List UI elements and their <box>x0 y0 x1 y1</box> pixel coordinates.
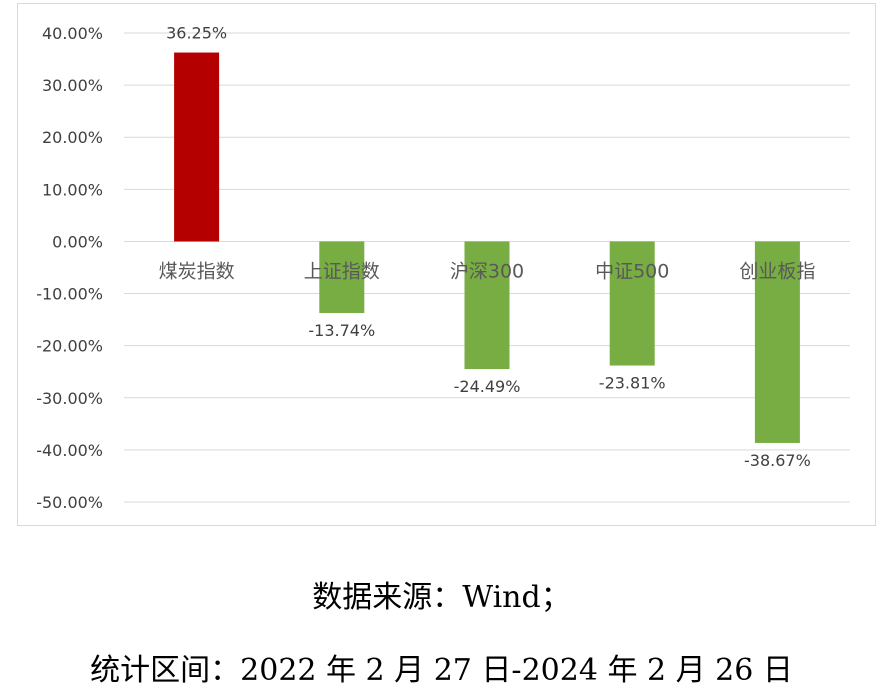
category-label: 沪深300 <box>450 260 524 282</box>
grid-lines <box>124 32 850 503</box>
y-tick-label: 0.00% <box>52 232 103 251</box>
category-label: 创业板指 <box>739 260 815 282</box>
bar <box>174 52 220 242</box>
y-tick-label: 40.00% <box>42 24 103 43</box>
bar <box>319 241 365 314</box>
source-caption: 数据来源：Wind； <box>312 580 571 615</box>
bar-chart: 40.00% 30.00% 20.00% 10.00% 0.00% -10.00% -20.… <box>36 24 850 512</box>
y-tick-label: -20.00% <box>36 337 103 356</box>
category-label: 煤炭指数 <box>159 260 235 282</box>
y-tick-label: -30.00% <box>36 389 103 408</box>
y-tick-label: 30.00% <box>42 76 103 95</box>
category-label: 中证500 <box>595 260 669 282</box>
period-caption: 统计区间：2022 年 2 月 27 日-2024 年 2 月 26 日 <box>90 653 793 688</box>
bar <box>609 241 655 366</box>
chart-frame <box>17 3 876 526</box>
y-axis: 40.00% 30.00% 20.00% 10.00% 0.00% -10.00% -20.… <box>36 24 103 512</box>
data-label: -23.81% <box>599 374 666 393</box>
data-label: -24.49% <box>454 377 521 396</box>
category-label: 上证指数 <box>304 260 380 282</box>
data-label: -13.74% <box>308 321 375 340</box>
category-labels: 煤炭指数 上证指数 沪深300 中证500 创业板指 <box>159 260 816 282</box>
y-tick-label: 10.00% <box>42 180 103 199</box>
data-label: -38.67% <box>744 451 811 470</box>
bar <box>464 241 510 370</box>
y-tick-label: 20.00% <box>42 128 103 147</box>
bars <box>174 52 800 443</box>
bar <box>754 241 800 443</box>
data-labels: 36.25% -13.74% -24.49% -23.81% -38.67% <box>166 24 811 470</box>
y-tick-label: -50.00% <box>36 493 103 512</box>
y-tick-label: -10.00% <box>36 285 103 304</box>
data-label: 36.25% <box>166 24 227 43</box>
y-tick-label: -40.00% <box>36 441 103 460</box>
